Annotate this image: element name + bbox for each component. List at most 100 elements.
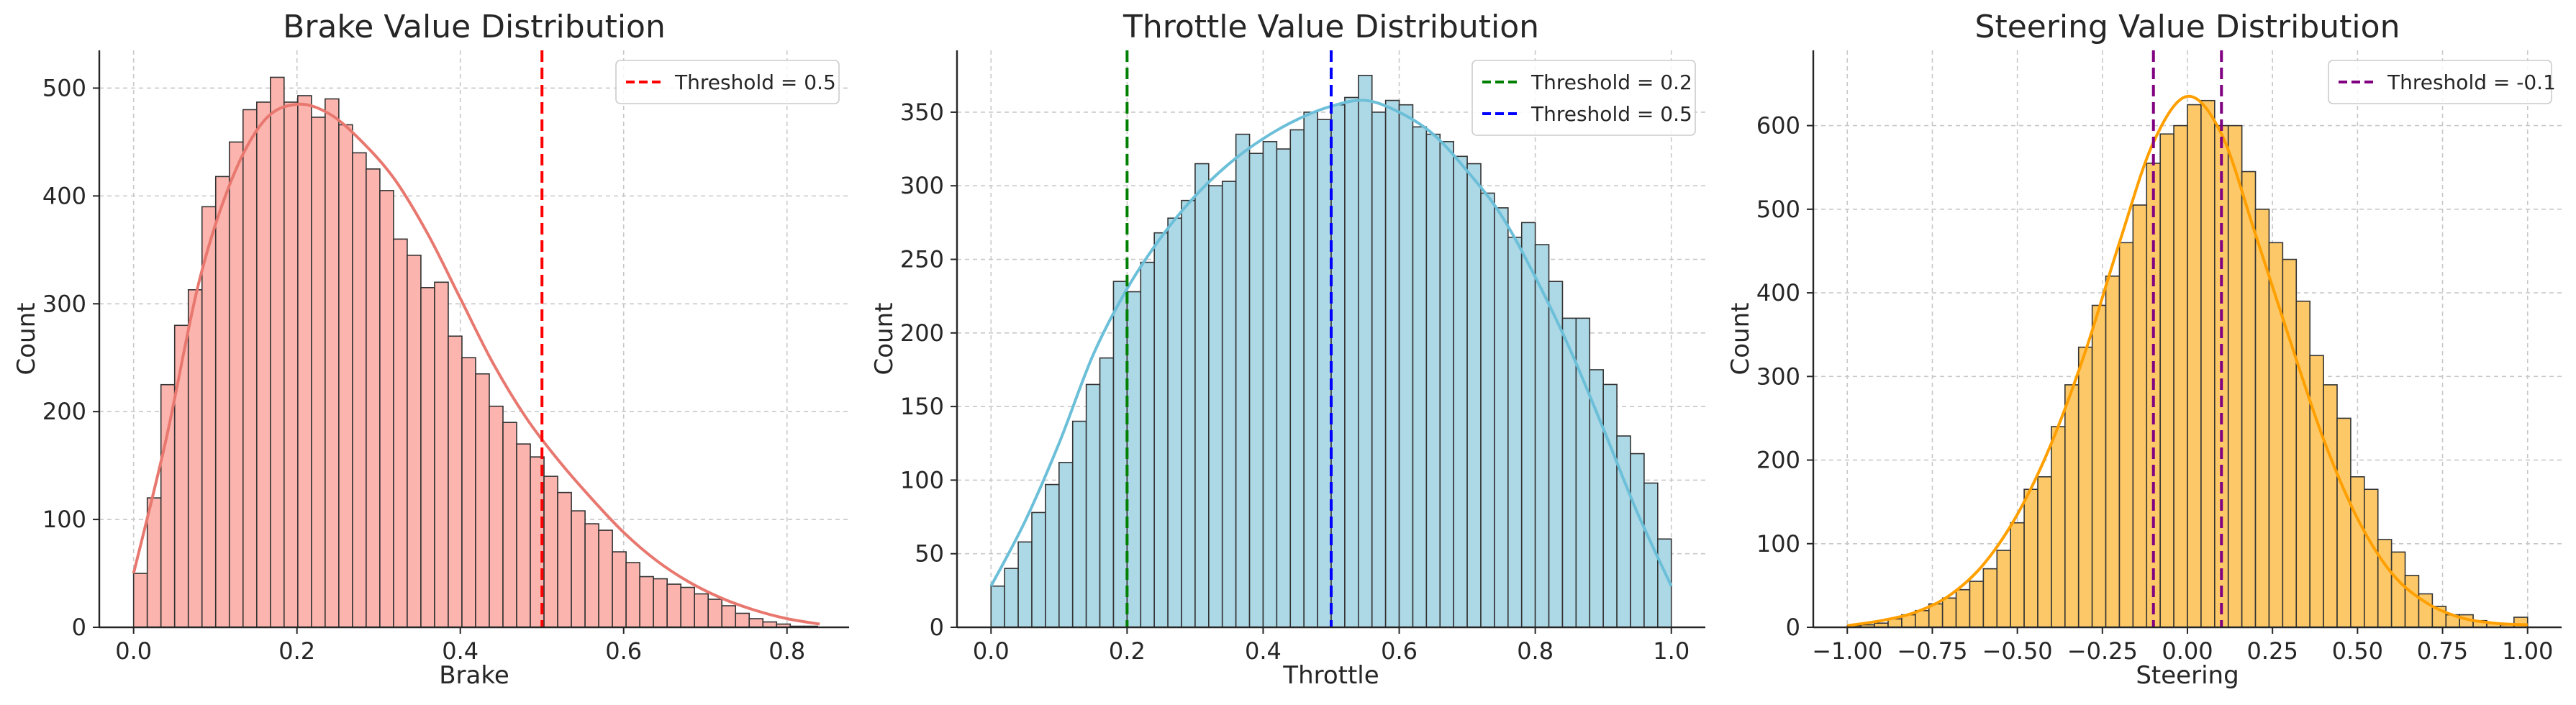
throttle-ytick-label-6: 300	[900, 172, 944, 199]
throttle-bar-22	[1289, 129, 1305, 628]
steering-bar-36	[2336, 417, 2351, 628]
steering-ytick-label-4: 400	[1756, 279, 1800, 306]
steering-y-axis-label: Count	[1726, 303, 1755, 376]
steering-bar-38	[2364, 488, 2379, 628]
brake-bar-1	[146, 497, 162, 628]
brake-xtick-label-4: 0.8	[768, 637, 805, 665]
brake-ytick-label-5: 500	[42, 74, 86, 101]
throttle-legend-label-1: Threshold = 0.5	[1530, 102, 1692, 126]
brake-xtick-label-1: 0.2	[278, 637, 315, 665]
steering-bar-41	[2404, 575, 2420, 628]
throttle-bar-42	[1561, 317, 1577, 628]
throttle-ytick-label-7: 350	[900, 99, 944, 126]
brake-bar-24	[461, 357, 476, 628]
brake-bar-0	[132, 573, 148, 628]
brake-bar-11	[284, 101, 299, 628]
steering-bar-19	[2105, 276, 2121, 628]
throttle-bar-41	[1548, 281, 1564, 628]
brake-xtick-label-3: 0.6	[605, 637, 642, 665]
throttle-bar-24	[1317, 119, 1332, 628]
steering-legend-box	[2328, 60, 2552, 104]
steering-xtick-label-8: 1.00	[2502, 637, 2553, 665]
throttle-bar-32	[1425, 133, 1441, 628]
brake-bar-16	[352, 152, 367, 628]
steering-bar-28	[2227, 124, 2243, 628]
brake-bar-22	[434, 281, 449, 628]
throttle-chart-title: Throttle Value Distribution	[1123, 9, 1539, 45]
steering-ytick-label-6: 600	[1756, 112, 1800, 140]
brake-legend-label-0: Threshold = 0.5	[674, 70, 836, 94]
throttle-bar-5	[1058, 462, 1074, 628]
steering-bar-26	[2200, 99, 2216, 628]
throttle-bar-31	[1412, 126, 1428, 628]
throttle-x-ticks: 0.0 0.2 0.4 0.6 0.8 1.0	[973, 627, 1690, 665]
steering-ytick-label-1: 100	[1756, 530, 1800, 558]
throttle-bar-13	[1167, 217, 1182, 628]
steering-bar-34	[2309, 355, 2324, 628]
throttle-bar-8	[1099, 357, 1115, 628]
throttle-xtick-label-0: 0.0	[973, 637, 1010, 665]
brake-bar-15	[338, 124, 353, 628]
brake-bar-4	[187, 288, 203, 628]
throttle-ytick-label-3: 150	[900, 393, 944, 420]
steering-ytick-label-0: 0	[1786, 614, 1800, 641]
steering-bar-10	[1982, 568, 1998, 628]
steering-histogram-bars	[1846, 99, 2529, 628]
throttle-legend: Threshold = 0.2 Threshold = 0.5	[1471, 60, 1696, 136]
steering-bar-11	[1996, 550, 2011, 628]
throttle-bar-7	[1085, 383, 1101, 628]
steering-xtick-label-2: −0.50	[1982, 637, 2053, 665]
steering-bar-23	[2159, 133, 2174, 628]
brake-bar-25	[475, 373, 490, 628]
steering-kde-layer	[1846, 94, 2528, 627]
steering-xtick-label-3: −0.25	[2067, 637, 2138, 665]
throttle-bar-25	[1330, 104, 1346, 628]
brake-kde-curve	[132, 102, 820, 626]
brake-bar-20	[407, 255, 422, 628]
throttle-ytick-label-5: 250	[900, 246, 944, 273]
throttle-bar-37	[1494, 207, 1509, 628]
throttle-bar-29	[1384, 99, 1400, 628]
throttle-bar-23	[1303, 112, 1318, 628]
steering-xtick-label-1: −0.75	[1897, 637, 1967, 665]
throttle-bar-2	[1017, 541, 1033, 628]
brake-bar-5	[201, 206, 217, 628]
throttle-legend-label-0: Threshold = 0.2	[1530, 70, 1692, 94]
brake-bar-17	[366, 168, 381, 628]
throttle-threshold-lines	[1125, 50, 1333, 627]
throttle-bar-17	[1221, 181, 1237, 628]
brake-bar-38	[653, 578, 668, 628]
throttle-bar-38	[1507, 237, 1523, 628]
steering-bar-14	[2037, 476, 2052, 628]
throttle-bar-15	[1194, 163, 1210, 628]
steering-legend: Threshold = -0.1	[2328, 60, 2556, 104]
steering-bar-13	[2023, 488, 2038, 628]
throttle-bar-0	[990, 585, 1005, 628]
steering-bar-9	[1969, 581, 1985, 628]
steering-bar-21	[2132, 204, 2148, 628]
steering-bar-5	[1915, 609, 1930, 628]
throttle-bar-16	[1208, 185, 1223, 628]
brake-bar-40	[680, 586, 695, 628]
throttle-bar-4	[1045, 483, 1060, 628]
brake-kde-layer	[132, 102, 820, 626]
brake-ytick-label-4: 400	[42, 182, 86, 209]
throttle-bar-14	[1181, 199, 1196, 628]
brake-bar-21	[420, 286, 435, 628]
throttle-distribution-panel: Throttle Value Distribution Throttle Cou…	[870, 9, 1705, 690]
throttle-bar-28	[1371, 112, 1387, 628]
throttle-ytick-label-0: 0	[930, 614, 944, 641]
steering-xtick-label-4: 0.00	[2162, 637, 2213, 665]
steering-x-ticks: −1.00 −0.75 −0.50 −0.25 0.00 0.25 0.50 0.75 1.00	[1812, 627, 2553, 665]
brake-bar-30	[543, 476, 558, 628]
steering-threshold-lines	[2151, 50, 2223, 627]
steering-xtick-label-0: −1.00	[1812, 637, 1882, 665]
throttle-bar-35	[1466, 163, 1482, 628]
brake-bar-26	[489, 405, 504, 628]
throttle-bar-19	[1248, 153, 1264, 628]
steering-bar-20	[2118, 242, 2134, 628]
brake-bar-27	[502, 422, 517, 628]
steering-bar-33	[2295, 300, 2310, 628]
brake-x-axis-label: Brake	[439, 661, 509, 690]
